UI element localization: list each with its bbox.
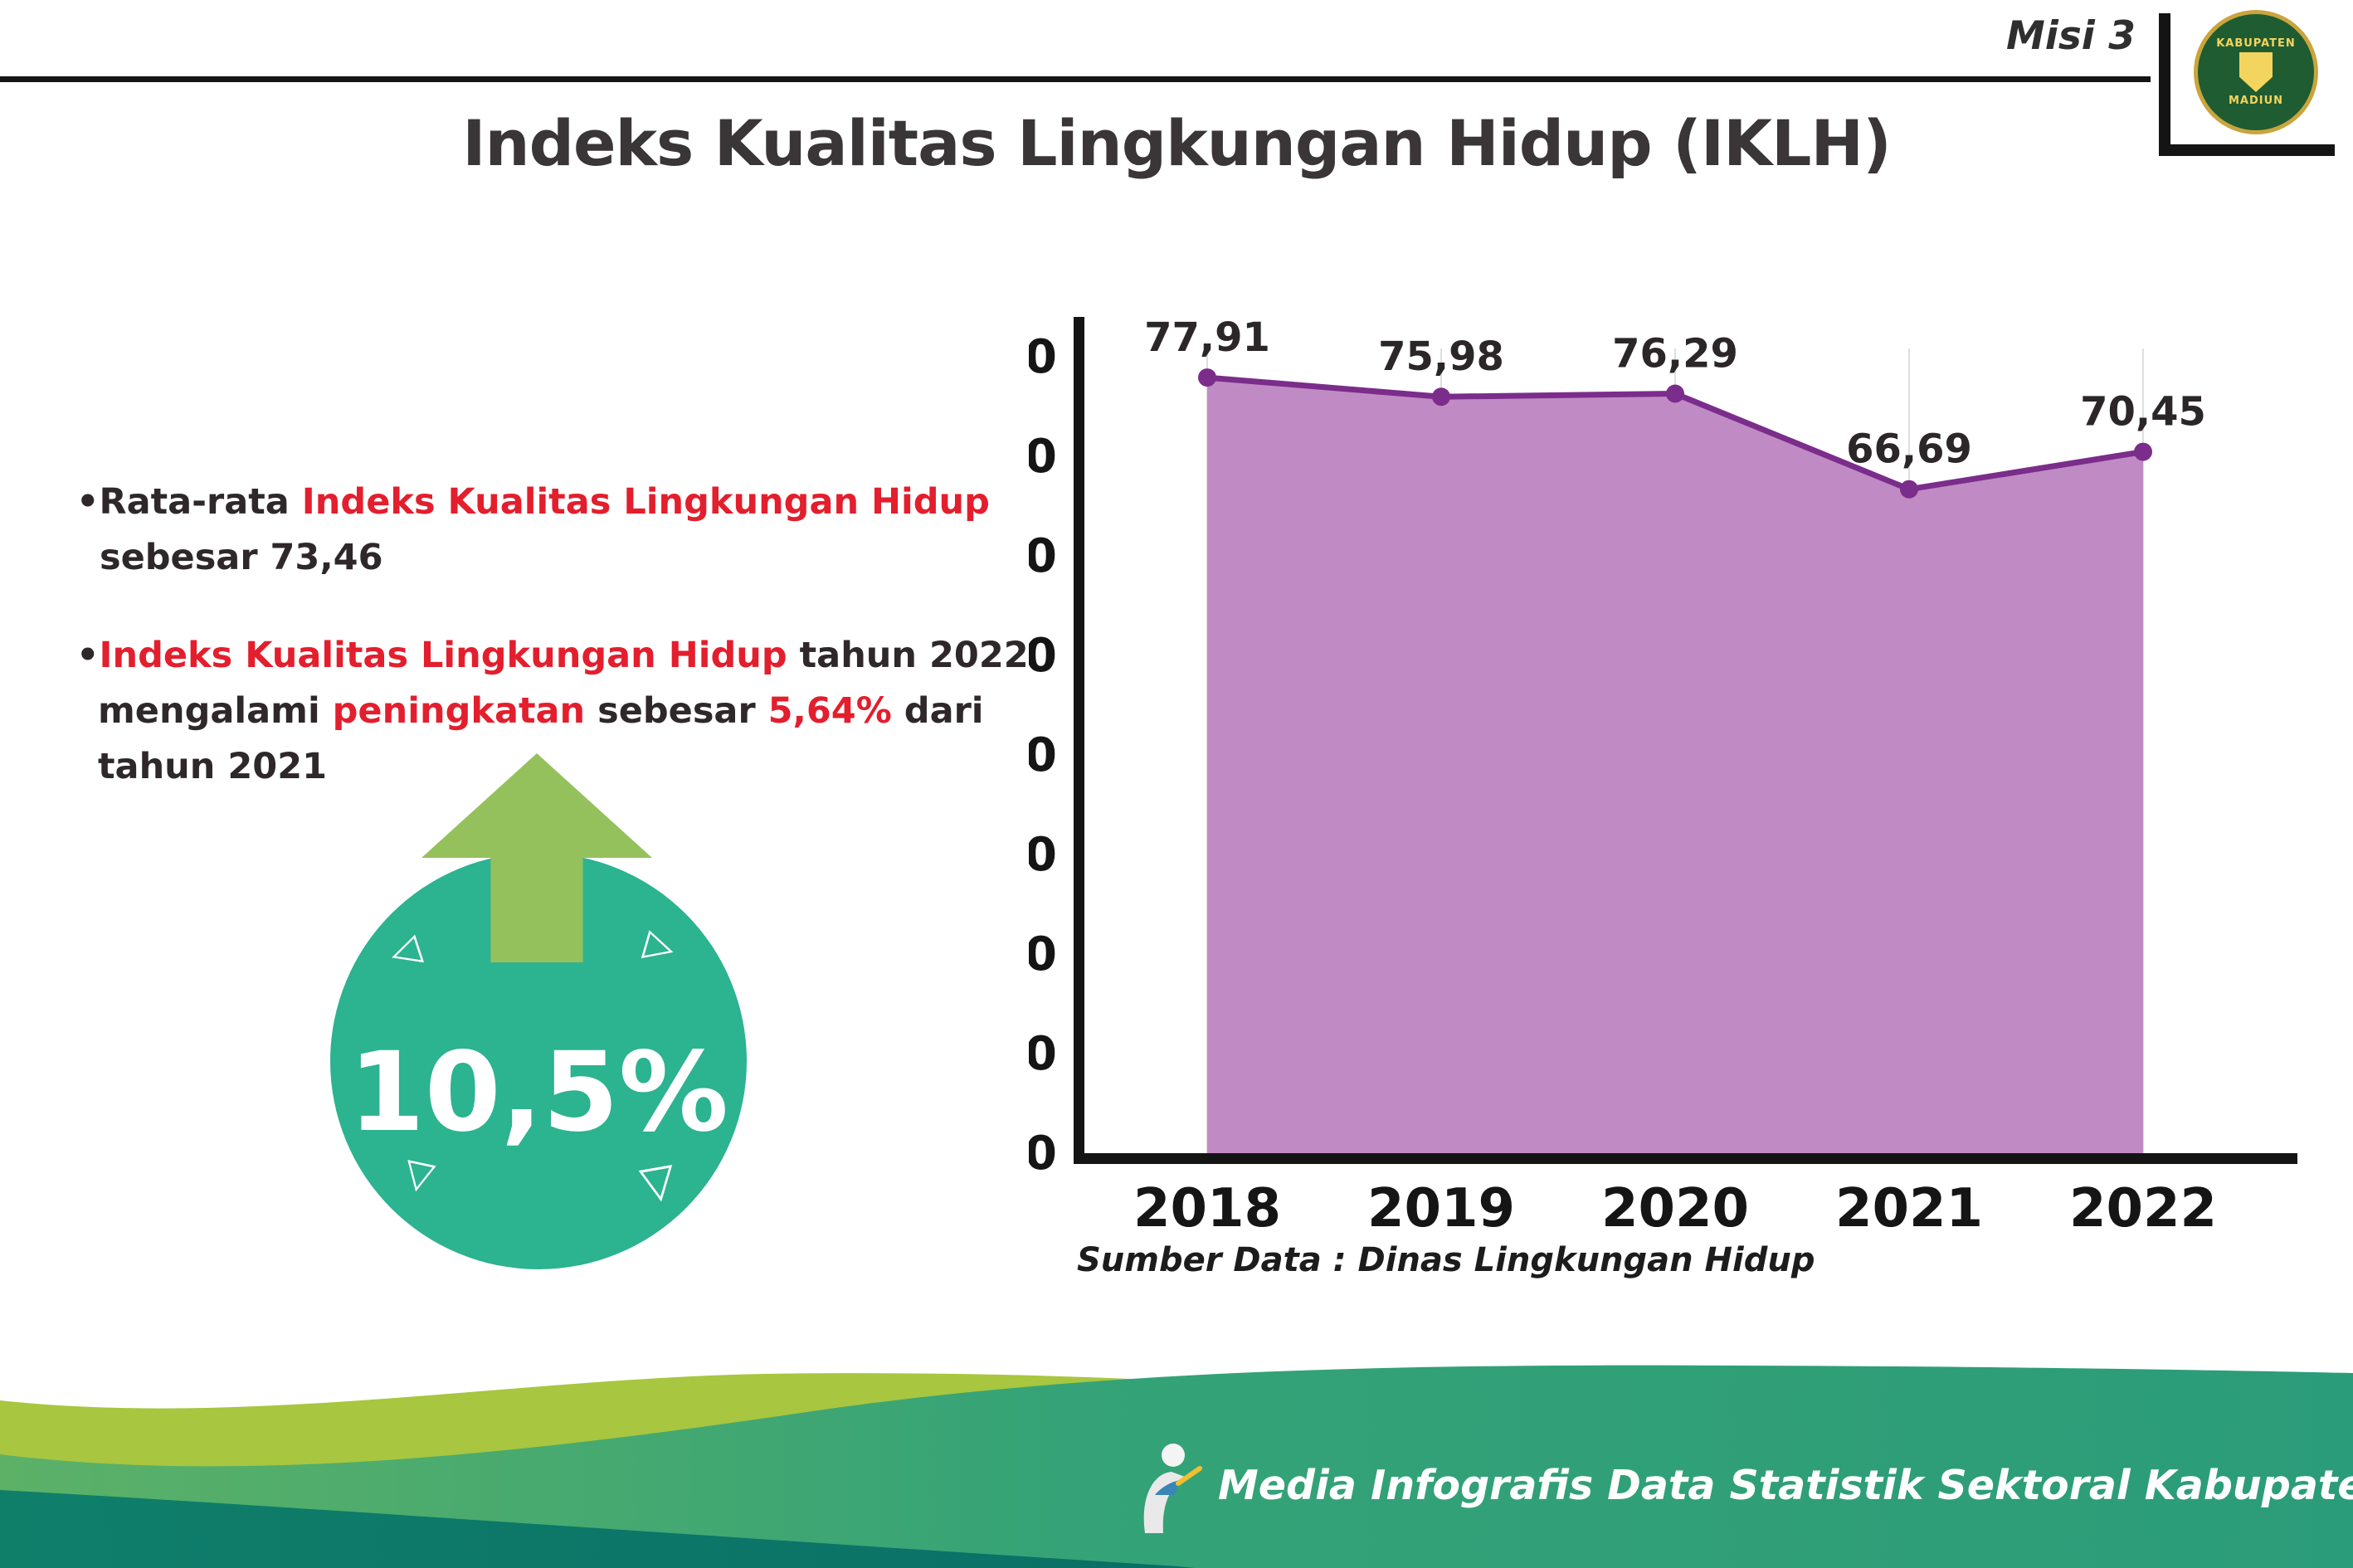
svg-text:30: 30 (1029, 828, 1057, 882)
bullet-dot: • (76, 481, 100, 523)
svg-text:2022: 2022 (2069, 1178, 2217, 1239)
svg-text:76,29: 76,29 (1612, 331, 1738, 377)
bullet-dot: • (76, 635, 100, 677)
svg-text:0: 0 (1029, 1127, 1057, 1181)
header-rule (0, 76, 2151, 82)
svg-text:75,98: 75,98 (1378, 334, 1504, 380)
page-title: Indeks Kualitas Lingkungan Hidup (IKLH) (462, 106, 1892, 180)
svg-text:40: 40 (1029, 728, 1057, 782)
misi-label: Misi 3 (2005, 13, 2136, 59)
footer-caption: Media Infografis Data Statistik Sektoral… (1218, 1462, 2353, 1509)
bullet-increase: •Indeks Kualitas Lingkungan Hidup tahun … (76, 628, 1047, 794)
bullet2-text3: dari tahun 2021 (98, 689, 984, 787)
logo-text-bottom: MADIUN (2228, 95, 2284, 107)
svg-text:60: 60 (1029, 529, 1057, 583)
bullet2-highlight2: peningkatan (332, 689, 586, 732)
bullet2-text2: sebesar (585, 689, 768, 732)
svg-text:2021: 2021 (1835, 1178, 1983, 1239)
svg-text:2018: 2018 (1133, 1178, 1281, 1239)
bullet-average: •Rata-rata Indeks Kualitas Lingkungan Hi… (76, 475, 1047, 585)
chart-canvas: 77,91 75,98 76,29 66,69 70,45 0 10 20 30 40 50 60 70… (1029, 314, 2297, 1239)
svg-text:10: 10 (1029, 1027, 1057, 1081)
svg-text:70: 70 (1029, 430, 1057, 484)
bullet1-highlight: Indeks Kualitas Lingkungan Hidup (301, 481, 990, 523)
bullet2-highlight1: Indeks Kualitas Lingkungan Hidup (99, 635, 787, 677)
footer-wave-decoration (0, 1365, 2353, 1568)
bullet2-text1: tahun 2022 mengalami (98, 635, 1029, 732)
svg-text:2020: 2020 (1601, 1178, 1749, 1239)
summary-text-block: •Rata-rata Indeks Kualitas Lingkungan Hi… (76, 475, 1047, 837)
svg-text:20: 20 (1029, 928, 1057, 981)
svg-text:80: 80 (1029, 330, 1057, 384)
svg-text:70,45: 70,45 (2080, 389, 2206, 436)
svg-text:66,69: 66,69 (1846, 426, 1972, 473)
bullet1-text: Rata-rata (99, 481, 302, 523)
bullet2-highlight3: 5,64% (767, 689, 892, 732)
logo-text-top: KABUPATEN (2216, 37, 2296, 50)
kabupaten-madiun-logo-icon: KABUPATEN MADIUN (2194, 10, 2318, 134)
svg-text:2019: 2019 (1367, 1178, 1515, 1239)
writer-mascot-icon (1143, 1444, 1202, 1533)
iklh-area-chart: 77,91 75,98 76,29 66,69 70,45 0 10 20 30 40 50 60 70… (1029, 290, 2348, 1336)
bullet1-text2: sebesar 73,46 (100, 536, 383, 578)
chart-source-caption: Sumber Data : Dinas Lingkungan Hidup (1077, 1241, 1815, 1279)
svg-text:77,91: 77,91 (1144, 314, 1270, 361)
increase-percentage: 10,5% (348, 1029, 728, 1157)
shield-icon (2239, 52, 2273, 92)
svg-text:50: 50 (1029, 629, 1057, 683)
logo-frame: KABUPATEN MADIUN (2159, 10, 2335, 156)
